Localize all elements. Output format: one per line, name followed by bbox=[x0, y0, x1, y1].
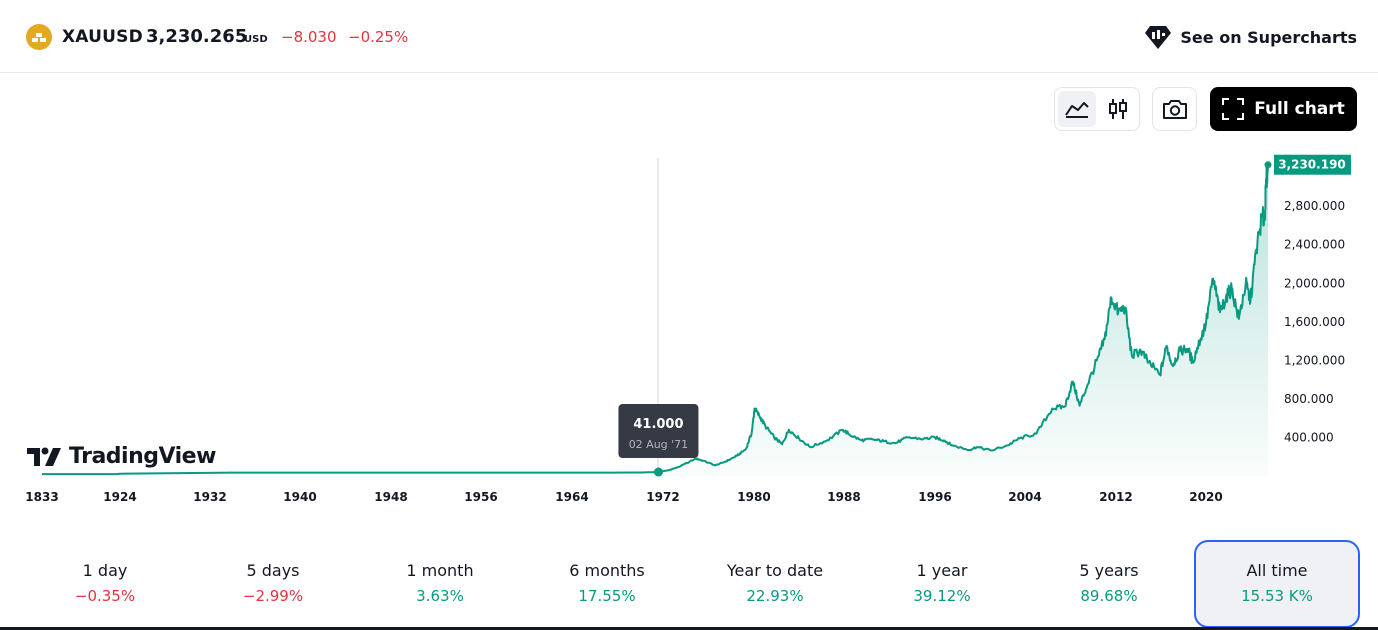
y-axis: 400.000 800.000 1,200.000 1,600.000 2,000.00… bbox=[1284, 199, 1345, 444]
x-tick-label: 1924 bbox=[103, 490, 136, 504]
camera-icon bbox=[1162, 100, 1187, 119]
period-label: 5 years bbox=[1079, 561, 1139, 580]
price-line bbox=[42, 163, 1269, 476]
price-chart[interactable]: 400.000 800.000 1,200.000 1,600.000 2,000.00… bbox=[0, 150, 1378, 510]
symbol-header: XAUUSD 3,230.265 USD −8.030 −0.25% See o… bbox=[0, 0, 1378, 73]
symbol-name[interactable]: XAUUSD bbox=[62, 27, 143, 47]
x-tick-label: 1996 bbox=[918, 490, 951, 504]
candles-chart-button[interactable] bbox=[1099, 91, 1137, 127]
period-label: 5 days bbox=[246, 561, 300, 580]
see-on-supercharts-link[interactable]: See on Supercharts bbox=[1144, 23, 1357, 51]
x-tick-label: 1956 bbox=[464, 490, 497, 504]
period-1-month[interactable]: 1 month 3.63% bbox=[357, 540, 523, 628]
period-1-year[interactable]: 1 year 39.12% bbox=[859, 540, 1025, 628]
tooltip-box bbox=[618, 404, 699, 459]
tradingview-logo[interactable]: TradingView bbox=[26, 444, 216, 469]
period-label: Year to date bbox=[726, 561, 824, 580]
price-change: −8.030 bbox=[281, 28, 337, 46]
candles-icon bbox=[1109, 99, 1127, 119]
period-change: 3.63% bbox=[416, 587, 464, 605]
period-label: All time bbox=[1246, 561, 1308, 580]
period-label: 6 months bbox=[569, 561, 645, 580]
snapshot-button[interactable] bbox=[1152, 87, 1197, 131]
period-change: 89.68% bbox=[1080, 587, 1138, 605]
tradingview-wordmark: TradingView bbox=[69, 444, 216, 469]
period-change: 22.93% bbox=[746, 587, 804, 605]
full-chart-label: Full chart bbox=[1254, 99, 1345, 119]
period-change: 15.53 K% bbox=[1241, 587, 1313, 605]
y-tick-label: 2,000.000 bbox=[1284, 276, 1345, 290]
x-tick-label: 2012 bbox=[1099, 490, 1132, 504]
period-change: 17.55% bbox=[578, 587, 636, 605]
period-all-time[interactable]: All time 15.53 K% bbox=[1194, 540, 1360, 628]
area-chart-button[interactable] bbox=[1058, 91, 1096, 127]
price-change-percent: −0.25% bbox=[348, 28, 409, 46]
performance-strip: 1 day −0.35% 5 days −2.99% 1 month 3.63% 6 mon… bbox=[22, 540, 1360, 628]
area-chart-icon bbox=[1065, 102, 1089, 118]
tradingview-icon bbox=[27, 447, 61, 466]
y-tick-label: 400.000 bbox=[1284, 430, 1334, 444]
period-change: −0.35% bbox=[74, 587, 136, 605]
supercharts-label: See on Supercharts bbox=[1180, 27, 1357, 47]
period-5-years[interactable]: 5 years 89.68% bbox=[1026, 540, 1192, 628]
x-tick-label: 1932 bbox=[193, 490, 226, 504]
supercharts-icon bbox=[1145, 26, 1172, 49]
full-chart-button[interactable]: Full chart bbox=[1210, 87, 1357, 131]
x-tick-label: 1980 bbox=[737, 490, 770, 504]
period-5-days[interactable]: 5 days −2.99% bbox=[190, 540, 356, 628]
crosshair-tooltip: 41.000 02 Aug '71 bbox=[618, 404, 699, 477]
period-1-day[interactable]: 1 day −0.35% bbox=[22, 540, 188, 628]
last-price-marker: 3,230.190 bbox=[1264, 154, 1351, 175]
last-price-badge bbox=[1274, 154, 1351, 175]
x-tick-label: 2020 bbox=[1189, 490, 1222, 504]
period-label: 1 year bbox=[916, 561, 968, 580]
currency-label: USD bbox=[244, 34, 268, 45]
period-label: 1 day bbox=[82, 561, 128, 580]
gold-bars-icon bbox=[26, 24, 52, 50]
x-tick-label: 2004 bbox=[1008, 490, 1041, 504]
x-tick-label: 1972 bbox=[646, 490, 679, 504]
chart-type-switch bbox=[1054, 87, 1140, 131]
y-tick-label: 2,800.000 bbox=[1284, 199, 1345, 213]
tooltip-value: 41.000 bbox=[633, 417, 683, 432]
crosshair-point bbox=[653, 467, 663, 477]
y-tick-label: 1,200.000 bbox=[1284, 353, 1345, 367]
x-tick-label: 1948 bbox=[374, 490, 407, 504]
bottom-border bbox=[0, 627, 1378, 630]
period-change: 39.12% bbox=[913, 587, 971, 605]
period-label: 1 month bbox=[406, 561, 474, 580]
x-tick-label: 1988 bbox=[827, 490, 860, 504]
fullscreen-icon bbox=[1222, 98, 1245, 120]
area-fill bbox=[42, 164, 1268, 477]
last-price-badge-label: 3,230.190 bbox=[1278, 158, 1346, 172]
y-tick-label: 2,400.000 bbox=[1284, 238, 1345, 252]
period-6-months[interactable]: 6 months 17.55% bbox=[524, 540, 690, 628]
x-axis: 1833 1924 1932 1940 1948 1956 1964 1972 1980 1988… bbox=[25, 490, 1222, 504]
period-year-to-date[interactable]: Year to date 22.93% bbox=[692, 540, 858, 628]
last-price: 3,230.265 bbox=[146, 26, 248, 47]
tooltip-date: 02 Aug '71 bbox=[629, 438, 689, 451]
x-tick-label: 1940 bbox=[283, 490, 316, 504]
y-tick-label: 800.000 bbox=[1284, 392, 1334, 406]
last-price-dot bbox=[1264, 161, 1272, 169]
x-tick-label: 1964 bbox=[555, 490, 588, 504]
x-tick-label: 1833 bbox=[25, 490, 58, 504]
y-tick-label: 1,600.000 bbox=[1284, 315, 1345, 329]
period-change: −2.99% bbox=[242, 587, 304, 605]
